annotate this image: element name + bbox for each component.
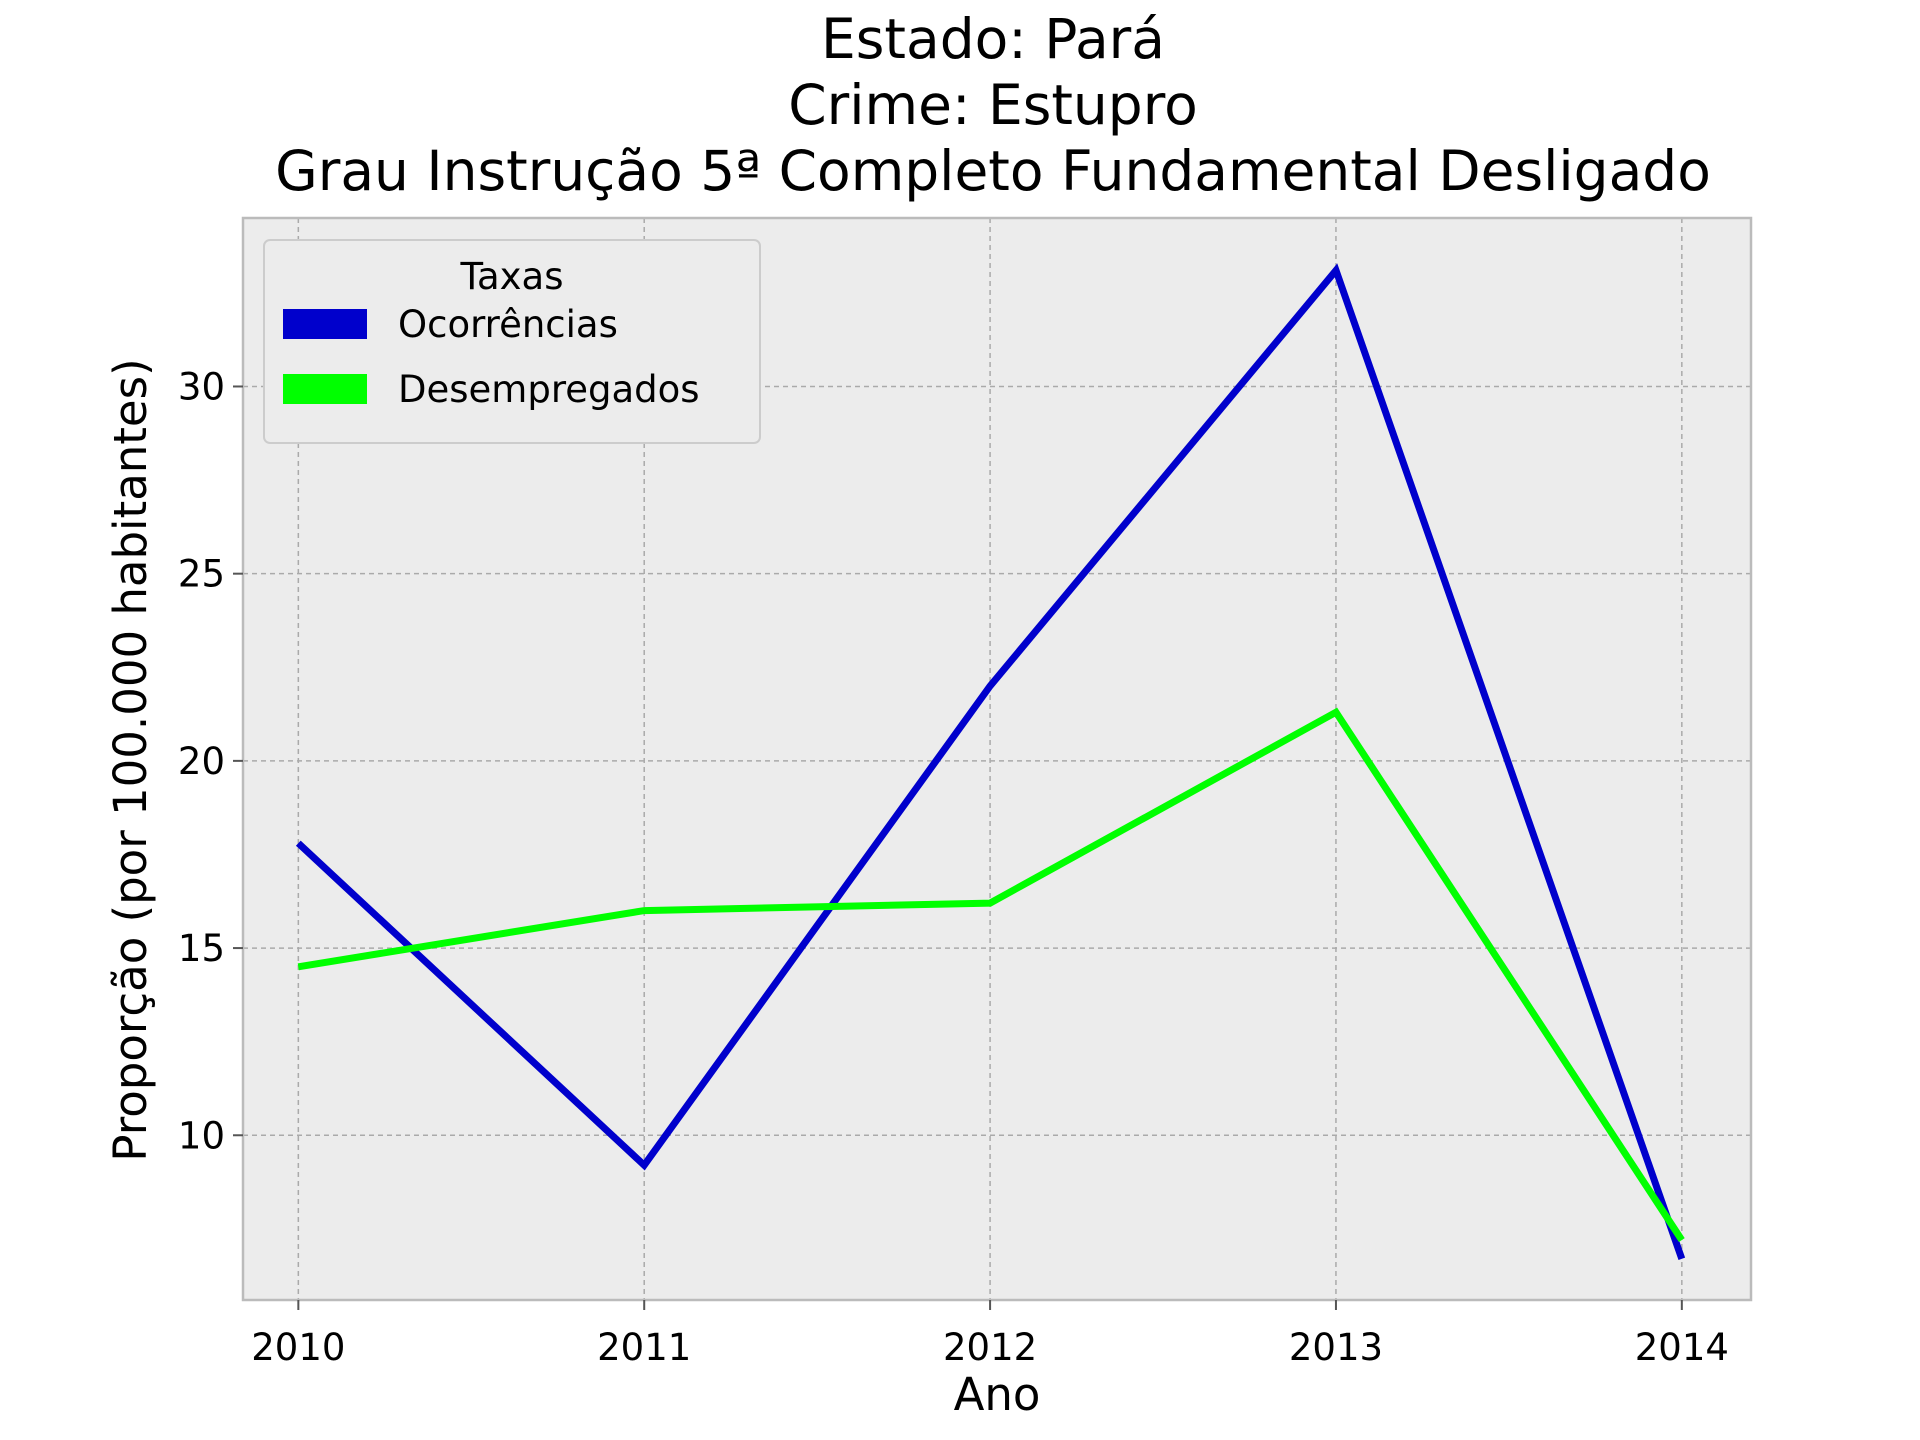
x-axis-ticks: 2010 2011 2012 2013 2014 [251,1300,1729,1369]
legend-box [263,239,761,444]
y-tick-label: 20 [178,740,225,783]
x-tick-label: 2010 [251,1326,345,1369]
chart-title: Estado: Pará Crime: Estupro Grau Instruç… [275,7,1711,203]
legend-label-ocorrências: Ocorrências [398,303,618,346]
legend-swatch-desempregados [283,374,367,404]
series-line-ocorrências [295,263,1686,1260]
series-line-desempregados [297,707,1685,1243]
title-line-3: Grau Instrução 5ª Completo Fundamental D… [275,139,1711,203]
y-tick-label: 30 [178,365,225,408]
y-tick-label: 15 [178,927,225,970]
y-axis-label: Proporção (por 100.000 habitantes) [104,358,157,1161]
x-tick-label: 2013 [1289,1326,1383,1369]
x-axis-label: Ano [954,1368,1041,1421]
y-axis-ticks: 10 15 20 25 30 [178,365,243,1157]
legend: Taxas Ocorrências Desempregados [263,239,761,444]
legend-label-desempregados: Desempregados [398,368,700,411]
legend-items: Ocorrências Desempregados [283,303,700,411]
x-tick-label: 2012 [943,1326,1037,1369]
series-lines [295,263,1686,1260]
x-tick-label: 2014 [1635,1326,1729,1369]
x-tick-label: 2011 [597,1326,691,1369]
title-line-1: Estado: Pará [821,7,1165,71]
plot-frame [241,216,1753,1302]
legend-title: Taxas [460,255,564,298]
title-line-2: Crime: Estupro [788,73,1198,137]
legend-swatch-ocorrências [283,309,367,339]
y-tick-label: 25 [178,553,225,596]
y-tick-label: 10 [178,1114,225,1157]
